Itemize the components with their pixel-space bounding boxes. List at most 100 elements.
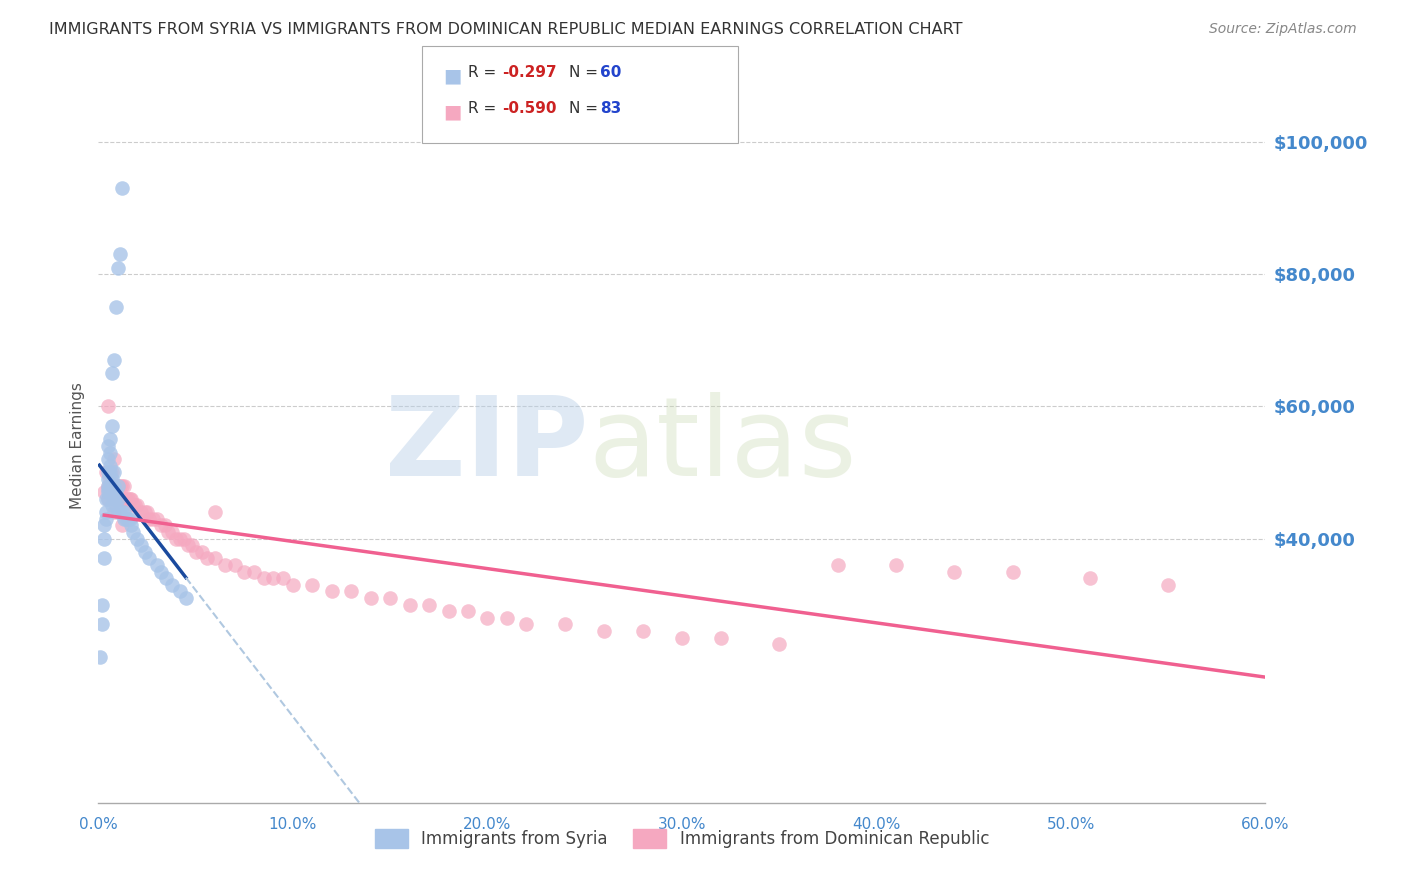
Point: [122, 499, 145, 513]
Point: [169, 584, 191, 599]
Text: 60: 60: [600, 65, 621, 80]
Point: [204, 551, 226, 566]
Point: [768, 637, 790, 651]
Point: [380, 591, 402, 605]
Text: ■: ■: [443, 67, 461, 86]
Point: [91, 617, 114, 632]
Point: [103, 452, 125, 467]
Text: atlas: atlas: [589, 392, 858, 500]
Point: [101, 485, 124, 500]
Point: [111, 181, 134, 195]
Point: [174, 591, 197, 605]
Point: [108, 247, 131, 261]
Point: [97, 400, 120, 414]
Point: [107, 260, 129, 275]
Point: [301, 578, 323, 592]
Point: [340, 584, 363, 599]
Point: [97, 472, 120, 486]
Point: [98, 466, 121, 480]
Text: -0.590: -0.590: [502, 101, 557, 116]
Point: [101, 367, 124, 381]
Point: [1157, 578, 1180, 592]
Point: [104, 491, 127, 506]
Point: [96, 511, 118, 525]
Point: [97, 452, 120, 467]
Point: [262, 571, 284, 585]
Point: [111, 491, 134, 506]
Text: N =: N =: [569, 65, 603, 80]
Point: [103, 478, 125, 492]
Point: [129, 505, 152, 519]
Point: [98, 478, 121, 492]
Point: [127, 532, 149, 546]
Point: [214, 558, 236, 572]
Point: [97, 478, 120, 492]
Point: [97, 485, 120, 500]
Point: [195, 551, 218, 566]
Point: [142, 511, 165, 525]
Text: ■: ■: [443, 103, 461, 121]
Point: [112, 511, 135, 525]
Point: [593, 624, 616, 638]
Text: 83: 83: [600, 101, 621, 116]
Legend: Immigrants from Syria, Immigrants from Dominican Republic: Immigrants from Syria, Immigrants from D…: [368, 822, 995, 855]
Point: [97, 439, 120, 453]
Point: [96, 505, 118, 519]
Point: [496, 611, 519, 625]
Point: [136, 505, 159, 519]
Point: [98, 472, 121, 486]
Point: [1080, 571, 1102, 585]
Point: [457, 604, 479, 618]
Point: [165, 532, 187, 546]
Point: [162, 578, 184, 592]
Point: [103, 491, 125, 506]
Point: [943, 565, 966, 579]
Point: [89, 650, 111, 665]
Point: [104, 300, 127, 314]
Point: [104, 485, 127, 500]
Point: [117, 491, 139, 506]
Point: [98, 458, 121, 473]
Point: [418, 598, 440, 612]
Point: [184, 545, 207, 559]
Point: [233, 565, 256, 579]
Text: IMMIGRANTS FROM SYRIA VS IMMIGRANTS FROM DOMINICAN REPUBLIC MEDIAN EARNINGS CORR: IMMIGRANTS FROM SYRIA VS IMMIGRANTS FROM…: [49, 22, 963, 37]
Point: [101, 466, 124, 480]
Point: [173, 532, 195, 546]
Point: [111, 505, 134, 519]
Point: [103, 466, 125, 480]
Point: [93, 532, 115, 546]
Point: [515, 617, 537, 632]
Point: [96, 491, 118, 506]
Text: Source: ZipAtlas.com: Source: ZipAtlas.com: [1209, 22, 1357, 37]
Text: -0.297: -0.297: [502, 65, 557, 80]
Point: [149, 518, 172, 533]
Point: [108, 505, 131, 519]
Point: [107, 478, 129, 492]
Point: [101, 478, 124, 492]
Point: [104, 478, 127, 492]
Point: [101, 499, 124, 513]
Point: [149, 565, 172, 579]
Point: [146, 558, 169, 572]
Point: [98, 433, 121, 447]
Y-axis label: Median Earnings: Median Earnings: [69, 383, 84, 509]
Point: [884, 558, 907, 572]
Point: [97, 491, 120, 506]
Point: [98, 445, 121, 459]
Text: N =: N =: [569, 101, 603, 116]
Point: [204, 505, 226, 519]
Point: [97, 491, 120, 506]
Point: [108, 491, 131, 506]
Point: [107, 491, 129, 506]
Text: R =: R =: [468, 101, 502, 116]
Point: [114, 511, 136, 525]
Point: [111, 518, 134, 533]
Point: [134, 545, 156, 559]
Point: [127, 499, 149, 513]
Point: [827, 558, 849, 572]
Text: ZIP: ZIP: [385, 392, 589, 500]
Point: [103, 505, 125, 519]
Point: [103, 353, 125, 368]
Point: [129, 538, 152, 552]
